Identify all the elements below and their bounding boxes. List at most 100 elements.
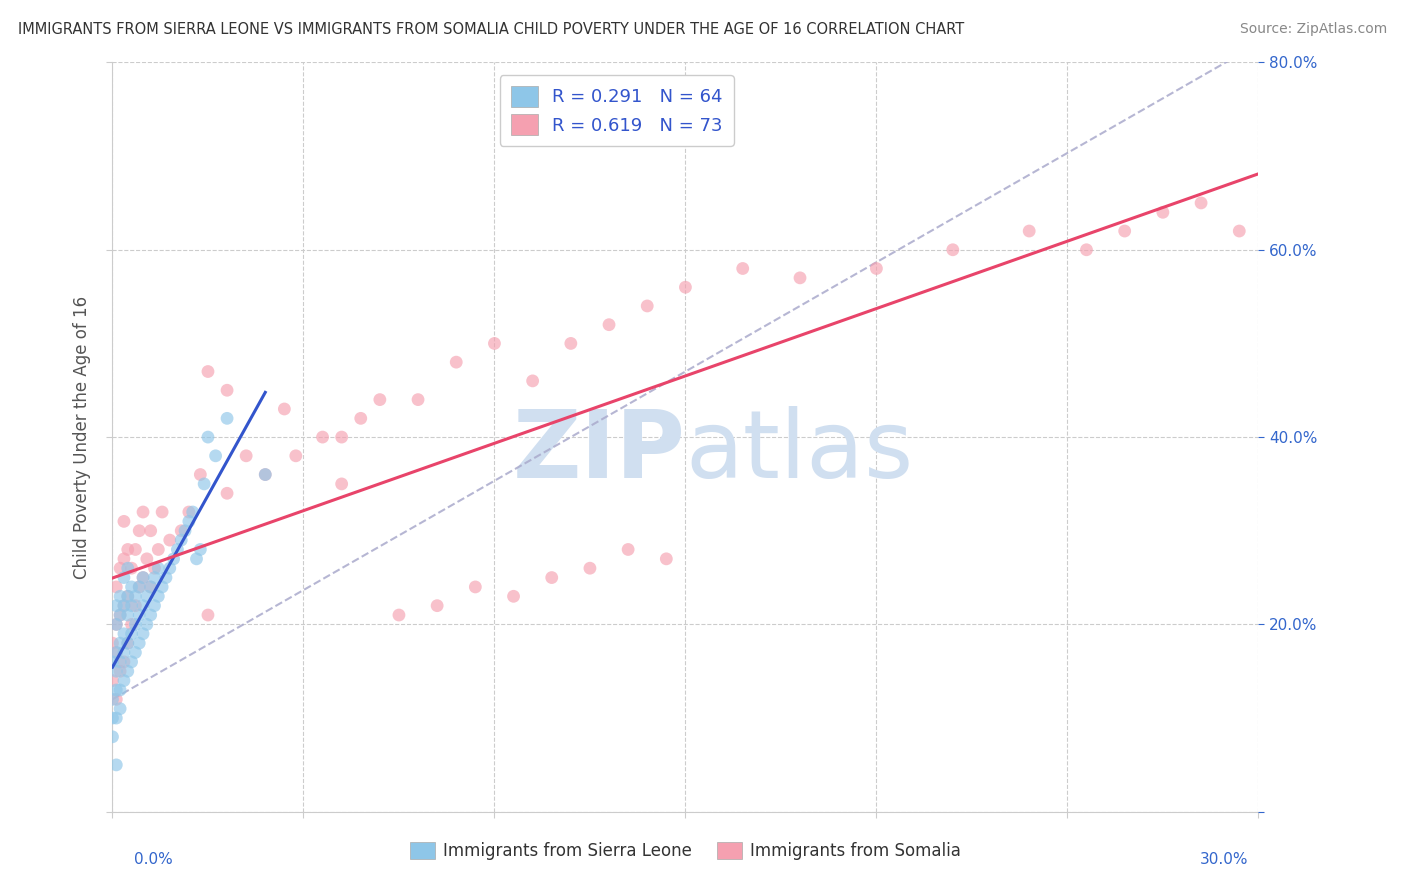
Point bbox=[108, 561, 131, 575]
Point bbox=[560, 336, 582, 351]
Point bbox=[128, 580, 150, 594]
Point bbox=[105, 580, 128, 594]
Point bbox=[197, 430, 219, 444]
Point bbox=[636, 299, 658, 313]
Point bbox=[101, 673, 124, 688]
Point bbox=[124, 542, 146, 557]
Point bbox=[188, 467, 211, 482]
Point bbox=[273, 401, 295, 416]
Point bbox=[204, 449, 226, 463]
Point bbox=[150, 505, 173, 519]
Point bbox=[105, 646, 128, 660]
Point bbox=[105, 599, 128, 613]
Point bbox=[124, 599, 146, 613]
Point bbox=[108, 608, 131, 623]
Text: Source: ZipAtlas.com: Source: ZipAtlas.com bbox=[1240, 22, 1388, 37]
Point bbox=[789, 271, 811, 285]
Point bbox=[311, 430, 333, 444]
Point bbox=[124, 646, 146, 660]
Point bbox=[177, 505, 200, 519]
Point bbox=[121, 655, 143, 669]
Point bbox=[101, 655, 124, 669]
Point bbox=[121, 580, 143, 594]
Point bbox=[124, 590, 146, 604]
Point bbox=[1018, 224, 1040, 238]
Point bbox=[105, 683, 128, 698]
Point bbox=[112, 646, 135, 660]
Point bbox=[108, 608, 131, 623]
Point bbox=[197, 365, 219, 379]
Point bbox=[426, 599, 449, 613]
Point bbox=[217, 384, 239, 398]
Point bbox=[132, 571, 155, 585]
Point bbox=[540, 571, 562, 585]
Text: 0.0%: 0.0% bbox=[134, 852, 173, 867]
Point bbox=[150, 580, 173, 594]
Point bbox=[112, 571, 135, 585]
Point bbox=[617, 542, 640, 557]
Point bbox=[464, 580, 486, 594]
Point bbox=[105, 664, 128, 679]
Point bbox=[1076, 243, 1098, 257]
Point bbox=[108, 655, 131, 669]
Legend: R = 0.291   N = 64, R = 0.619   N = 73: R = 0.291 N = 64, R = 0.619 N = 73 bbox=[499, 75, 734, 145]
Point bbox=[108, 590, 131, 604]
Point bbox=[148, 542, 170, 557]
Point bbox=[484, 336, 506, 351]
Point bbox=[121, 617, 143, 632]
Point bbox=[121, 561, 143, 575]
Point bbox=[139, 608, 162, 623]
Point bbox=[105, 646, 128, 660]
Point bbox=[284, 449, 307, 463]
Point bbox=[675, 280, 697, 294]
Point bbox=[117, 608, 139, 623]
Point bbox=[117, 590, 139, 604]
Point bbox=[1114, 224, 1136, 238]
Point bbox=[128, 580, 150, 594]
Point bbox=[128, 524, 150, 538]
Point bbox=[128, 636, 150, 650]
Text: atlas: atlas bbox=[686, 406, 914, 498]
Point bbox=[155, 571, 177, 585]
Point bbox=[105, 617, 128, 632]
Point bbox=[162, 551, 184, 566]
Point bbox=[117, 590, 139, 604]
Point bbox=[105, 758, 128, 772]
Point bbox=[117, 636, 139, 650]
Point bbox=[117, 664, 139, 679]
Point bbox=[105, 617, 128, 632]
Point bbox=[235, 449, 257, 463]
Point bbox=[121, 626, 143, 640]
Point bbox=[135, 617, 157, 632]
Point bbox=[406, 392, 429, 407]
Point bbox=[148, 561, 170, 575]
Point bbox=[368, 392, 391, 407]
Point bbox=[330, 430, 353, 444]
Point bbox=[350, 411, 373, 425]
Point bbox=[166, 542, 188, 557]
Point bbox=[135, 551, 157, 566]
Text: 30.0%: 30.0% bbox=[1201, 852, 1249, 867]
Point bbox=[128, 608, 150, 623]
Point bbox=[655, 551, 678, 566]
Point bbox=[254, 467, 277, 482]
Point bbox=[101, 636, 124, 650]
Point bbox=[598, 318, 620, 332]
Point bbox=[143, 599, 166, 613]
Point bbox=[132, 571, 155, 585]
Point bbox=[108, 664, 131, 679]
Point bbox=[112, 599, 135, 613]
Point bbox=[132, 599, 155, 613]
Point bbox=[112, 673, 135, 688]
Point bbox=[112, 551, 135, 566]
Point bbox=[124, 617, 146, 632]
Point bbox=[188, 542, 211, 557]
Point bbox=[942, 243, 965, 257]
Point bbox=[579, 561, 602, 575]
Point bbox=[159, 533, 181, 547]
Point bbox=[444, 355, 467, 369]
Point bbox=[1189, 195, 1212, 210]
Point bbox=[217, 411, 239, 425]
Point bbox=[181, 505, 204, 519]
Point bbox=[502, 590, 524, 604]
